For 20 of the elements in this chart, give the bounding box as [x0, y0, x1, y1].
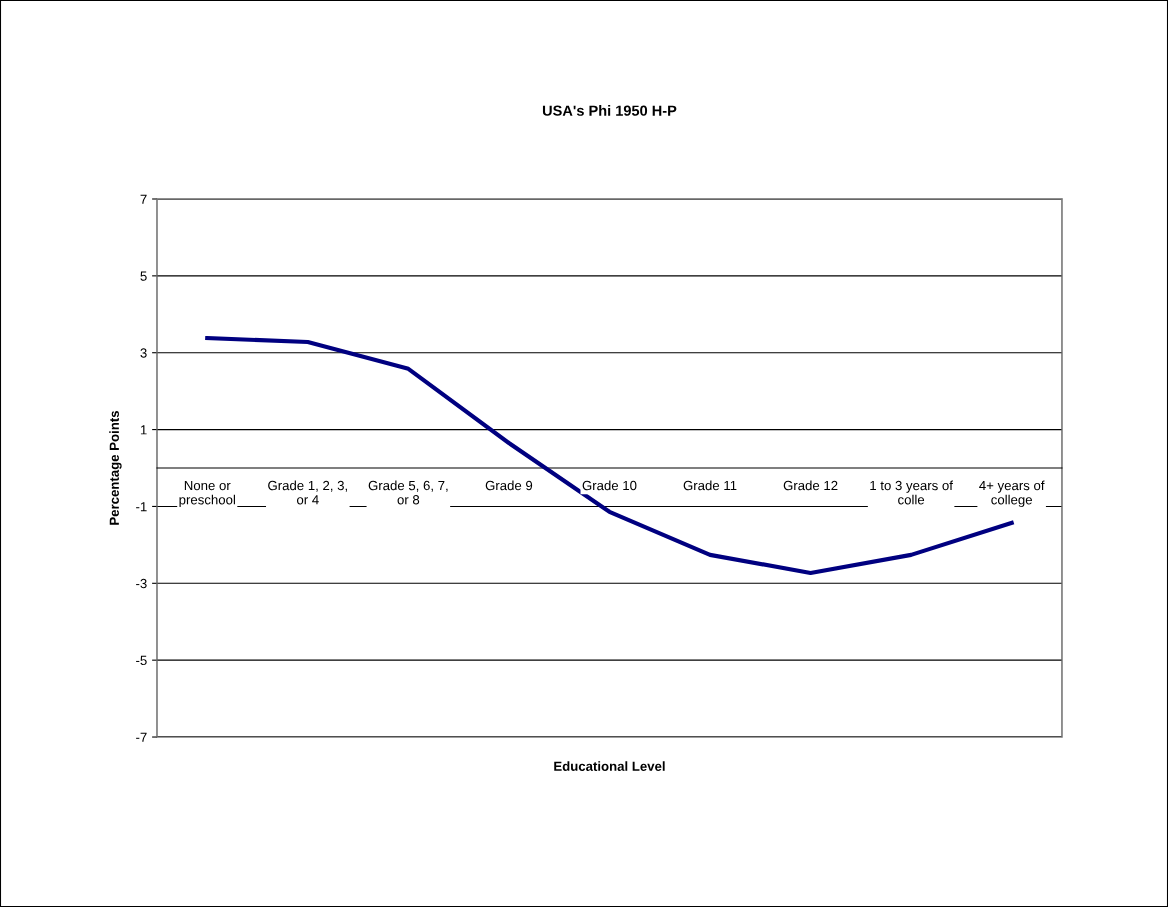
x-tick-label: Grade 12	[783, 480, 838, 491]
x-tick-label: Grade 10	[582, 480, 637, 491]
chart-title: USA's Phi 1950 H-P	[542, 105, 677, 116]
y-tick-label: -3	[136, 578, 147, 589]
y-tick-label: -1	[136, 502, 147, 512]
y-tick-label: -7	[136, 732, 147, 742]
y-tick-label: -5	[136, 655, 147, 666]
x-tick-label: None or preschool	[179, 481, 235, 508]
x-tick-label: 4+ years of college	[979, 480, 1045, 508]
x-axis-title: Educational Level	[554, 761, 665, 771]
y-tick-label: 7	[140, 194, 147, 204]
x-tick-label: Grade 5, 6, 7, or 8	[368, 480, 448, 505]
x-tick-label: Grade 1, 2, 3, or 4	[268, 480, 347, 505]
x-tick-label: Grade 9	[485, 480, 533, 491]
x-tick-label: Grade 11	[683, 480, 737, 491]
x-tick-label: 1 to 3 years of colle	[870, 480, 953, 505]
y-tick-label: 1	[140, 425, 147, 435]
y-tick-label: 5	[140, 271, 147, 281]
y-tick-label: 3	[140, 348, 147, 358]
y-axis-title: Percentage Points	[109, 410, 122, 525]
